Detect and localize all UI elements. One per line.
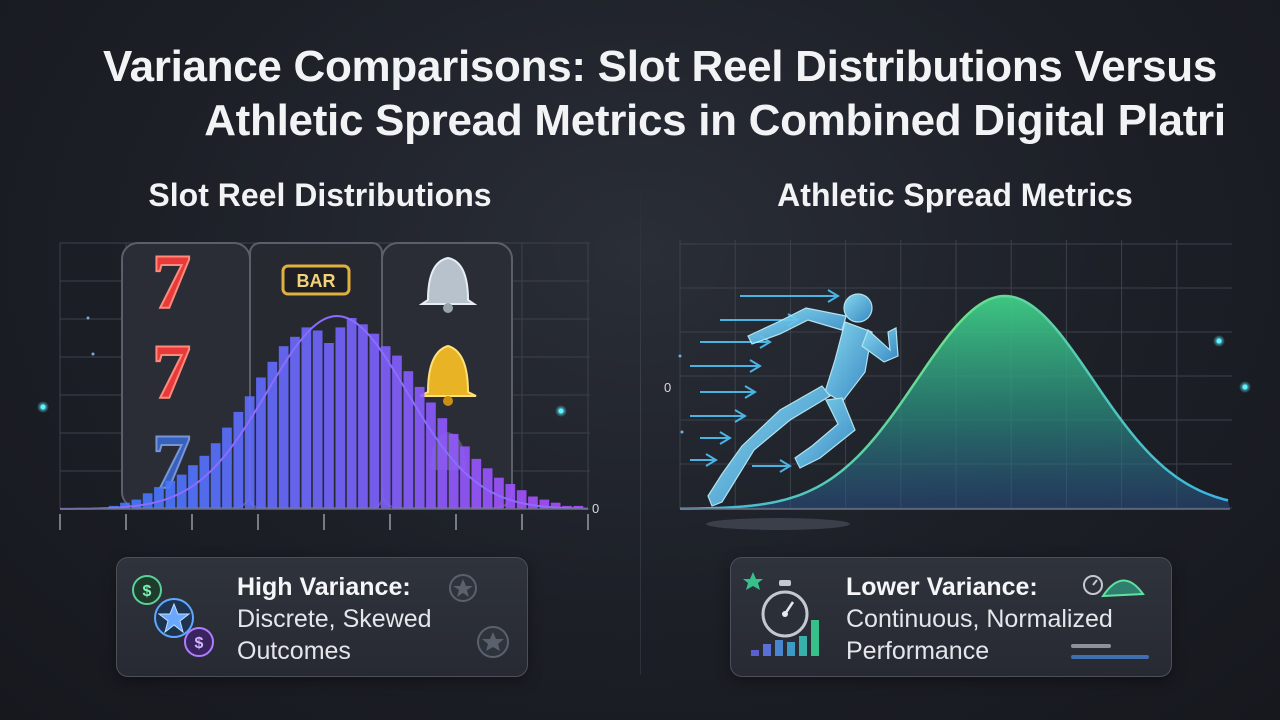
left-bar: [471, 458, 482, 509]
left-bar: [312, 330, 323, 509]
left-x-ticks: [59, 514, 589, 530]
left-bar: [505, 484, 516, 509]
svg-text:$: $: [143, 583, 152, 600]
left-bar: [346, 318, 357, 509]
left-bar: [403, 371, 414, 509]
page-title: Variance Comparisons: Slot Reel Distribu…: [0, 40, 1280, 148]
page-title-line-2: Athletic Spread Metrics in Combined Digi…: [204, 96, 1226, 145]
left-bar: [267, 361, 278, 509]
right-area-series: [680, 296, 1230, 509]
left-bar: [482, 468, 493, 509]
left-bar: [142, 493, 153, 509]
left-bar: [335, 327, 346, 509]
right-variance-card: Lower Variance: Continuous, Normalized P…: [730, 557, 1172, 677]
right-axis-zero-label: 0: [664, 380, 671, 395]
left-bar: [210, 443, 221, 509]
left-bar: [120, 502, 130, 509]
stopwatch-and-chart-icons: [743, 572, 1149, 659]
svg-text:7: 7: [152, 238, 191, 325]
coin-icons: $ $: [132, 575, 214, 657]
left-bar: [516, 490, 527, 509]
left-bar: [324, 343, 334, 509]
left-bar: [222, 427, 232, 509]
progress-lines: [1071, 644, 1149, 659]
runner-figure: [690, 289, 899, 530]
bar-chart-icon: [751, 620, 819, 656]
left-bar-series: [108, 318, 584, 509]
left-bar: [369, 333, 380, 509]
left-bar: [131, 499, 142, 509]
left-bar: [437, 418, 448, 509]
seven-symbol: 7 7 7: [151, 237, 192, 506]
stopwatch-icon: [761, 580, 809, 638]
left-bar: [426, 402, 436, 509]
left-bar: [448, 433, 459, 509]
left-axis-zero-label: 0: [592, 501, 599, 516]
left-variance-card: $ $ High Variance: Discrete, Skewed Outc…: [116, 557, 528, 677]
left-card-body: Discrete, Skewed Outcomes: [237, 605, 432, 665]
left-bar: [528, 496, 538, 509]
left-overlay-curve: [60, 314, 589, 510]
mini-curve-icon: [1083, 575, 1145, 598]
left-bar: [301, 327, 312, 509]
left-bar: [290, 336, 300, 509]
left-bar: [414, 386, 425, 509]
bar-symbol: BAR: [281, 264, 351, 296]
left-bar: [199, 455, 210, 509]
decorative-dots: [37, 316, 1251, 434]
right-curve-line: [679, 294, 1229, 511]
panel-divider: [640, 195, 641, 675]
right-card-heading: Lower Variance:: [846, 573, 1038, 601]
svg-text:7: 7: [152, 328, 191, 415]
left-bar: [460, 446, 470, 509]
star-icon: [743, 572, 763, 590]
left-bar: [154, 487, 164, 509]
left-bar: [165, 480, 176, 509]
left-bar: [392, 355, 402, 509]
left-bar: [539, 499, 550, 509]
left-bar: [244, 396, 255, 509]
left-bar: [256, 377, 266, 509]
left-bar: [380, 346, 391, 509]
left-panel-title: Slot Reel Distributions: [148, 177, 492, 213]
star-badge-icons: [449, 574, 509, 658]
page-title-line-1: Variance Comparisons: Slot Reel Distribu…: [102, 42, 1218, 91]
left-card-heading: High Variance:: [237, 573, 411, 601]
left-bar: [358, 324, 368, 509]
left-bar: [573, 505, 584, 509]
right-card-body: Continuous, Normalized Performance: [846, 605, 1113, 665]
left-bar: [278, 346, 289, 509]
left-bar: [494, 477, 504, 509]
right-panel-title: Athletic Spread Metrics: [777, 177, 1133, 213]
bar-symbol-text: BAR: [297, 271, 336, 291]
left-bar: [550, 502, 561, 509]
svg-text:$: $: [195, 635, 204, 652]
left-bar: [233, 411, 244, 509]
left-bar: [188, 465, 198, 509]
